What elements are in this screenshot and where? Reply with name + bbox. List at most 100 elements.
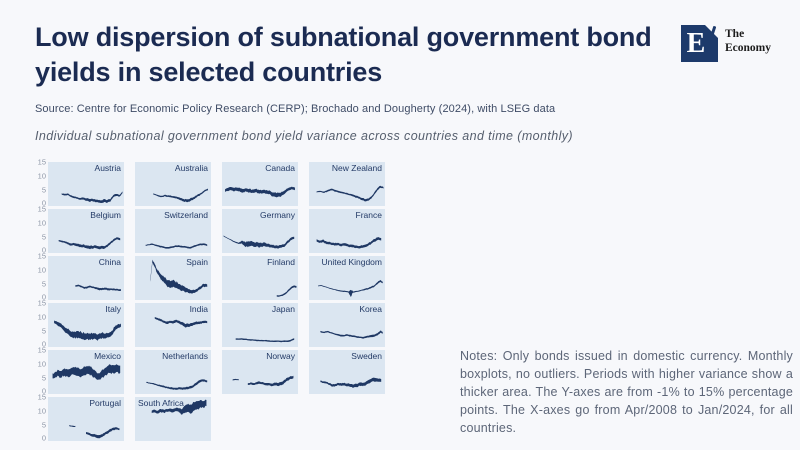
y-axis-tick: 15	[37, 298, 46, 308]
variance-sparkline	[153, 188, 208, 203]
chart-row: 15 10 5 0 China Spain Finland United Kingdom	[34, 252, 396, 302]
y-axis-tick: 5	[41, 278, 46, 288]
y-axis-labels: 15 10 5 0	[34, 346, 48, 396]
variance-sparkline	[235, 338, 295, 343]
country-label: Finland	[267, 257, 295, 267]
country-chart-china: China	[48, 256, 124, 300]
variance-sparkline	[54, 320, 121, 341]
country-label: China	[98, 257, 121, 267]
logo-wordmark: The Economy	[725, 28, 771, 56]
country-label: United Kingdom	[321, 257, 382, 267]
y-axis-tick: 0	[41, 433, 46, 443]
variance-sparkline	[316, 237, 382, 249]
y-axis-tick: 5	[41, 372, 46, 382]
country-label: Belgium	[90, 210, 121, 220]
title-line-2: yields in selected countries	[35, 57, 383, 88]
variance-sparkline	[69, 425, 120, 439]
country-chart-belgium: Belgium	[48, 209, 124, 253]
variance-sparkline	[316, 185, 384, 202]
chart-row: 15 10 5 0 Belgium Switzerland Germany France	[34, 205, 396, 255]
country-label: Sweden	[351, 351, 382, 361]
country-chart-sweden: Sweden	[309, 350, 385, 394]
country-label: Austria	[94, 163, 121, 173]
variance-sparkline	[146, 379, 208, 390]
y-axis-tick: 0	[41, 339, 46, 349]
y-axis-labels: 15 10 5 0	[34, 393, 48, 443]
logo-name-line-1: The	[725, 28, 745, 40]
y-axis-tick: 0	[41, 198, 46, 208]
y-axis-tick: 5	[41, 231, 46, 241]
country-chart-france: France	[309, 209, 385, 253]
notes-text: Notes: Only bonds issued in domestic cur…	[460, 349, 793, 435]
country-chart-finland: Finland	[222, 256, 298, 300]
logo-name-line-2: Economy	[725, 41, 771, 54]
y-axis-tick: 0	[41, 386, 46, 396]
country-label: Australia	[174, 163, 208, 173]
logo-letter: E	[686, 27, 706, 59]
y-axis-tick: 10	[37, 406, 46, 415]
source-line: Source: Centre for Economic Policy Resea…	[35, 103, 556, 115]
the-economy-logo: E The Economy	[681, 25, 771, 62]
country-chart-new-zealand: New Zealand	[309, 162, 385, 206]
country-label: Japan	[271, 304, 295, 314]
chart-row: 15 10 5 0 Austria Australia Canada New Zealand	[34, 158, 396, 208]
y-axis-tick: 10	[37, 171, 46, 180]
country-chart-norway: Norway	[222, 350, 298, 394]
country-chart-india: India	[135, 303, 211, 347]
y-axis-tick: 10	[37, 265, 46, 274]
variance-sparkline	[154, 317, 208, 328]
country-label: Mexico	[94, 351, 121, 361]
country-label: Korea	[359, 304, 382, 314]
country-chart-austria: Austria	[48, 162, 124, 206]
y-axis-labels: 15 10 5 0	[34, 205, 48, 255]
variance-sparkline	[276, 285, 297, 297]
y-axis-tick: 0	[41, 245, 46, 255]
y-axis-labels: 15 10 5 0	[34, 299, 48, 349]
y-axis-labels: 15 10 5 0	[34, 158, 48, 208]
country-label: New Zealand	[331, 163, 382, 173]
y-axis-tick: 15	[37, 157, 46, 167]
variance-sparkline	[151, 399, 207, 415]
variance-sparkline	[150, 259, 208, 294]
y-axis-labels: 15 10 5 0	[34, 252, 48, 302]
country-label: Canada	[265, 163, 295, 173]
country-chart-mexico: Mexico	[48, 350, 124, 394]
country-chart-netherlands: Netherlands	[135, 350, 211, 394]
y-axis-tick: 5	[41, 325, 46, 335]
y-axis-tick: 10	[37, 312, 46, 321]
country-label: South Africa	[138, 398, 184, 408]
chart-row: 15 10 5 0 Portugal South Africa	[34, 393, 396, 443]
variance-sparkline	[52, 364, 121, 380]
logo-mark: E	[681, 25, 718, 62]
country-chart-spain: Spain	[135, 256, 211, 300]
country-label: Portugal	[89, 398, 121, 408]
country-chart-australia: Australia	[135, 162, 211, 206]
country-label: Switzerland	[164, 210, 208, 220]
y-axis-tick: 0	[41, 292, 46, 302]
variance-sparkline	[225, 186, 295, 198]
y-axis-tick: 15	[37, 251, 46, 261]
y-axis-tick: 15	[37, 345, 46, 355]
country-label: Italy	[105, 304, 121, 314]
y-axis-tick: 5	[41, 419, 46, 429]
country-label: India	[189, 304, 208, 314]
y-axis-tick: 10	[37, 218, 46, 227]
variance-sparkline	[320, 377, 382, 388]
variance-sparkline	[223, 235, 295, 249]
variance-sparkline	[318, 280, 383, 297]
y-axis-tick: 15	[37, 392, 46, 402]
country-chart-germany: Germany	[222, 209, 298, 253]
y-axis-tick: 5	[41, 184, 46, 194]
title-line-1: Low dispersion of subnational government…	[35, 22, 652, 52]
chart-subtitle: Individual subnational government bond y…	[35, 129, 573, 143]
y-axis-tick: 10	[37, 359, 46, 368]
country-chart-united-kingdom: United Kingdom	[309, 256, 385, 300]
variance-sparkline	[75, 284, 121, 291]
charts-grid: 15 10 5 0 Austria Australia Canada New Zealand 1…	[34, 158, 396, 444]
variance-sparkline	[145, 243, 208, 249]
variance-sparkline	[58, 237, 121, 250]
country-label: Germany	[260, 210, 295, 220]
variance-sparkline	[61, 191, 123, 203]
chart-row: 15 10 5 0 Italy India Japan Korea	[34, 299, 396, 349]
